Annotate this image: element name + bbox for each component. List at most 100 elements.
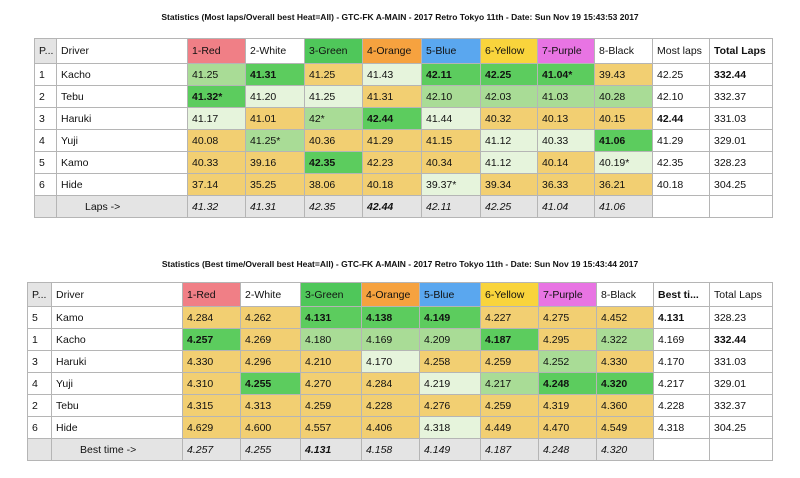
cell-most-laps: 42.44	[652, 107, 710, 130]
cell-lane-black: 4.452	[596, 306, 654, 329]
header-lane-purple[interactable]: 7-Purple	[538, 282, 597, 307]
cell-lane-white: 4.600	[240, 416, 301, 439]
cell-total-laps: 332.37	[709, 394, 773, 417]
cell-driver: Hide	[56, 173, 188, 196]
cell-driver: Yuji	[56, 129, 188, 152]
cell-lane-orange: 4.138	[361, 306, 420, 329]
header-lane-white[interactable]: 2-White	[245, 38, 305, 64]
header-lane-green[interactable]: 3-Green	[304, 38, 363, 64]
table-row[interactable]: 2 Tebu 4.315 4.313 4.259 4.228 4.276 4.2…	[27, 394, 773, 417]
cell-most-laps: 40.18	[652, 173, 710, 196]
cell-lane-purple: 4.248	[538, 372, 597, 395]
cell-lane-white: 41.25*	[245, 129, 305, 152]
footer-lane-purple: 4.248	[538, 438, 597, 461]
cell-lane-green: 4.131	[300, 306, 362, 329]
header-lane-green[interactable]: 3-Green	[300, 282, 362, 307]
cell-lane-red: 41.25	[187, 63, 246, 86]
header-lane-orange[interactable]: 4-Orange	[362, 38, 422, 64]
header-best-time[interactable]: Best ti...	[653, 282, 710, 307]
cell-lane-green: 4.259	[300, 394, 362, 417]
footer-lane-purple: 41.04	[537, 195, 595, 218]
header-driver[interactable]: Driver	[56, 38, 188, 64]
cell-lane-green: 4.180	[300, 328, 362, 351]
header-most-laps[interactable]: Most laps	[652, 38, 710, 64]
header-lane-orange[interactable]: 4-Orange	[361, 282, 420, 307]
footer-lane-red: 4.257	[182, 438, 241, 461]
table-row[interactable]: 4 Yuji 4.310 4.255 4.270 4.284 4.219 4.2…	[27, 372, 773, 395]
table-row[interactable]: 6 Hide 37.14 35.25 38.06 40.18 39.37* 39…	[34, 173, 773, 196]
cell-lane-yellow: 40.32	[480, 107, 538, 130]
cell-lane-yellow: 4.187	[480, 328, 539, 351]
cell-lane-black: 4.360	[596, 394, 654, 417]
table-row[interactable]: 6 Hide 4.629 4.600 4.557 4.406 4.318 4.4…	[27, 416, 773, 439]
cell-lane-black: 40.28	[594, 85, 653, 108]
footer-lane-black: 4.320	[596, 438, 654, 461]
header-position[interactable]: P...	[27, 282, 52, 307]
cell-lane-orange: 4.169	[361, 328, 420, 351]
cell-best-time: 4.131	[653, 306, 710, 329]
header-total-laps[interactable]: Total Laps	[709, 38, 773, 64]
cell-lane-orange: 41.43	[362, 63, 422, 86]
cell-lane-green: 40.36	[304, 129, 363, 152]
header-driver[interactable]: Driver	[51, 282, 183, 307]
cell-lane-purple: 41.03	[537, 85, 595, 108]
cell-total-laps: 328.23	[709, 306, 773, 329]
cell-lane-green: 42*	[304, 107, 363, 130]
cell-lane-yellow: 41.12	[480, 151, 538, 174]
header-lane-red[interactable]: 1-Red	[187, 38, 246, 64]
cell-lane-green: 38.06	[304, 173, 363, 196]
cell-lane-black: 40.19*	[594, 151, 653, 174]
cell-lane-white: 41.31	[245, 63, 305, 86]
cell-lane-purple: 4.252	[538, 350, 597, 373]
footer-lane-orange: 42.44	[362, 195, 422, 218]
header-lane-blue[interactable]: 5-Blue	[421, 38, 481, 64]
footer-cell	[709, 195, 773, 218]
table-row[interactable]: 4 Yuji 40.08 41.25* 40.36 41.29 41.15 41…	[34, 129, 773, 152]
table-row[interactable]: 3 Haruki 41.17 41.01 42* 42.44 41.44 40.…	[34, 107, 773, 130]
cell-lane-green: 4.210	[300, 350, 362, 373]
cell-lane-yellow: 42.03	[480, 85, 538, 108]
cell-lane-red: 4.257	[182, 328, 241, 351]
table-row[interactable]: 5 Kamo 40.33 39.16 42.35 42.23 40.34 41.…	[34, 151, 773, 174]
footer-label: Best time ->	[51, 438, 183, 461]
header-total-laps[interactable]: Total Laps	[709, 282, 773, 307]
cell-lane-red: 37.14	[187, 173, 246, 196]
cell-lane-orange: 42.23	[362, 151, 422, 174]
footer-label: Laps ->	[56, 195, 188, 218]
cell-lane-yellow: 42.25	[480, 63, 538, 86]
table-row[interactable]: 1 Kacho 4.257 4.269 4.180 4.169 4.209 4.…	[27, 328, 773, 351]
cell-lane-black: 4.320	[596, 372, 654, 395]
cell-total-laps: 332.44	[709, 63, 773, 86]
header-lane-purple[interactable]: 7-Purple	[537, 38, 595, 64]
header-position[interactable]: P...	[34, 38, 57, 64]
header-lane-yellow[interactable]: 6-Yellow	[480, 282, 539, 307]
footer-lane-orange: 4.158	[361, 438, 420, 461]
table-row[interactable]: 5 Kamo 4.284 4.262 4.131 4.138 4.149 4.2…	[27, 306, 773, 329]
cell-lane-purple: 40.14	[537, 151, 595, 174]
footer-row: Best time -> 4.257 4.255 4.131 4.158 4.1…	[27, 438, 773, 461]
table-row[interactable]: 2 Tebu 41.32* 41.20 41.25 41.31 42.10 42…	[34, 85, 773, 108]
footer-lane-black: 41.06	[594, 195, 653, 218]
cell-best-time: 4.318	[653, 416, 710, 439]
cell-position: 4	[27, 372, 52, 395]
cell-best-time: 4.170	[653, 350, 710, 373]
header-lane-black[interactable]: 8-Black	[596, 282, 654, 307]
table-row[interactable]: 3 Haruki 4.330 4.296 4.210 4.170 4.258 4…	[27, 350, 773, 373]
cell-lane-orange: 4.284	[361, 372, 420, 395]
table-2-title: Statistics (Best time/Overall best Heat=…	[161, 259, 639, 269]
cell-lane-purple: 4.275	[538, 306, 597, 329]
header-lane-white[interactable]: 2-White	[240, 282, 301, 307]
cell-lane-white: 39.16	[245, 151, 305, 174]
cell-total-laps: 329.01	[709, 372, 773, 395]
table-row[interactable]: 1 Kacho 41.25 41.31 41.25 41.43 42.11 42…	[34, 63, 773, 86]
cell-lane-orange: 4.228	[361, 394, 420, 417]
cell-lane-black: 40.15	[594, 107, 653, 130]
cell-driver: Haruki	[51, 350, 183, 373]
cell-lane-red: 40.08	[187, 129, 246, 152]
cell-lane-purple: 4.295	[538, 328, 597, 351]
header-lane-blue[interactable]: 5-Blue	[419, 282, 481, 307]
cell-lane-blue: 42.10	[421, 85, 481, 108]
header-lane-yellow[interactable]: 6-Yellow	[480, 38, 538, 64]
header-lane-red[interactable]: 1-Red	[182, 282, 241, 307]
header-lane-black[interactable]: 8-Black	[594, 38, 653, 64]
